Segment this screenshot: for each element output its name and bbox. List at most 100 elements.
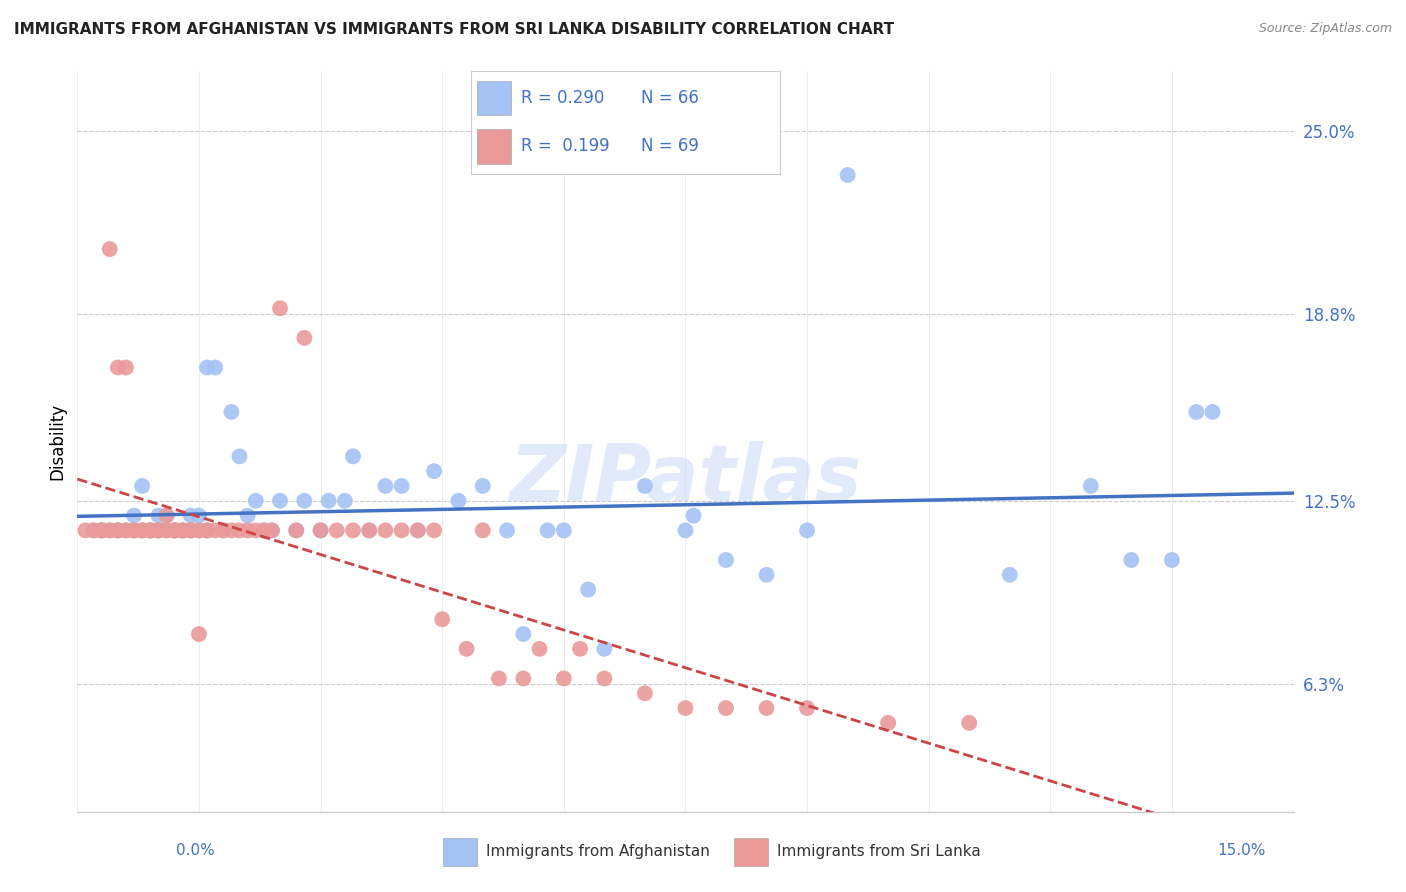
Point [172, 524, 194, 538]
Point [180, 508, 202, 523]
Point [122, 524, 145, 538]
Point [155, 508, 177, 523]
Point [139, 524, 162, 538]
Point [188, 524, 211, 538]
FancyBboxPatch shape [734, 838, 768, 866]
Point [115, 524, 138, 538]
Point [172, 524, 194, 538]
FancyBboxPatch shape [443, 838, 477, 866]
Point [122, 524, 145, 538]
Text: N = 66: N = 66 [641, 89, 699, 107]
Point [90, 524, 112, 538]
Point [148, 508, 170, 523]
Point [333, 493, 356, 508]
Point [318, 493, 340, 508]
Point [172, 524, 194, 538]
Text: ZIPatlas: ZIPatlas [509, 441, 862, 516]
Point [148, 524, 170, 538]
Point [260, 524, 283, 538]
Point [155, 524, 177, 538]
Point [456, 641, 478, 656]
Point [195, 524, 218, 538]
Point [292, 331, 315, 345]
Point [188, 524, 211, 538]
FancyBboxPatch shape [477, 80, 512, 115]
Point [107, 524, 129, 538]
Point [172, 524, 194, 538]
Point [90, 524, 112, 538]
Point [796, 701, 818, 715]
Point [163, 524, 186, 538]
Point [512, 672, 534, 686]
Point [155, 524, 177, 538]
Point [221, 524, 243, 538]
Text: N = 69: N = 69 [641, 137, 699, 155]
Point [107, 360, 129, 375]
Point [98, 524, 121, 538]
Point [496, 524, 519, 538]
Point [593, 641, 616, 656]
Point [634, 686, 657, 700]
Point [163, 524, 186, 538]
Point [180, 524, 202, 538]
Point [228, 524, 250, 538]
Point [359, 524, 381, 538]
Point [374, 524, 396, 538]
Point [122, 524, 145, 538]
Point [406, 524, 429, 538]
Point [195, 524, 218, 538]
Point [553, 672, 575, 686]
Point [83, 524, 105, 538]
Text: R =  0.199: R = 0.199 [520, 137, 609, 155]
Point [155, 508, 177, 523]
Point [423, 524, 446, 538]
Point [269, 301, 291, 316]
Point [98, 242, 121, 256]
Point [90, 524, 112, 538]
Point [148, 524, 170, 538]
Point [131, 524, 153, 538]
Point [576, 582, 599, 597]
Point [998, 567, 1021, 582]
Point [204, 360, 226, 375]
Point [83, 524, 105, 538]
Point [139, 524, 162, 538]
Point [122, 508, 145, 523]
Point [75, 524, 97, 538]
Point [163, 524, 186, 538]
Point [957, 715, 980, 730]
Point [188, 508, 211, 523]
Point [471, 524, 494, 538]
Point [682, 508, 704, 523]
Point [837, 168, 859, 182]
Point [285, 524, 308, 538]
Point [755, 701, 778, 715]
Point [269, 493, 291, 508]
Point [131, 524, 153, 538]
Point [391, 479, 413, 493]
Point [163, 524, 186, 538]
Y-axis label: Disability: Disability [48, 403, 66, 480]
Point [245, 524, 267, 538]
Text: Immigrants from Afghanistan: Immigrants from Afghanistan [486, 845, 710, 859]
Point [569, 641, 592, 656]
Point [342, 450, 364, 464]
Text: Immigrants from Sri Lanka: Immigrants from Sri Lanka [778, 845, 981, 859]
Point [245, 493, 267, 508]
Point [423, 464, 446, 478]
Point [253, 524, 276, 538]
Point [98, 524, 121, 538]
Point [148, 524, 170, 538]
Point [342, 524, 364, 538]
Text: Source: ZipAtlas.com: Source: ZipAtlas.com [1258, 22, 1392, 36]
Point [1185, 405, 1208, 419]
Point [675, 701, 697, 715]
Point [374, 479, 396, 493]
Point [188, 627, 211, 641]
Text: 0.0%: 0.0% [176, 843, 215, 858]
Point [115, 360, 138, 375]
Point [180, 524, 202, 538]
Point [131, 479, 153, 493]
Point [148, 524, 170, 538]
Point [139, 524, 162, 538]
